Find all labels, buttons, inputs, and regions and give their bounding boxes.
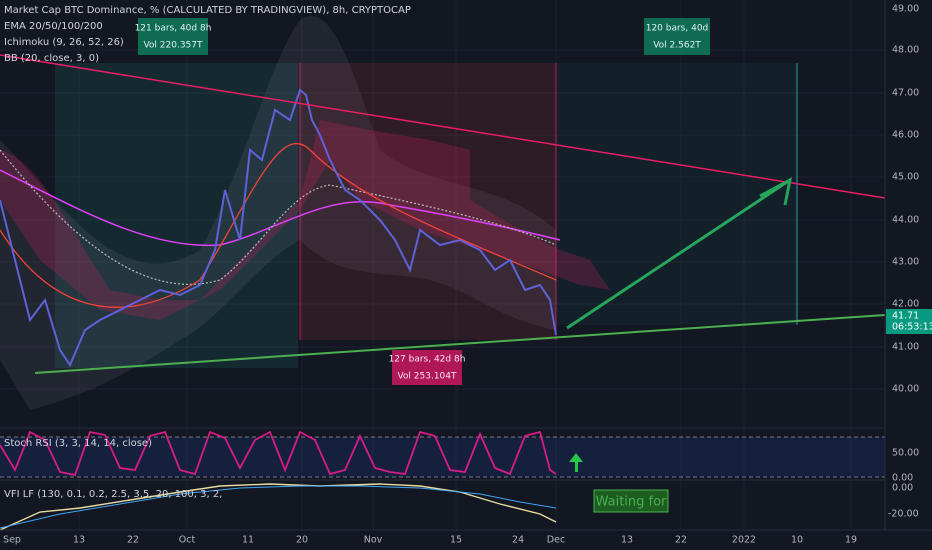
measure-box	[644, 18, 710, 55]
price-tick: 48.00	[892, 45, 919, 56]
ema-line	[0, 169, 561, 247]
date-tick: 15	[450, 535, 462, 546]
ema-line	[0, 142, 557, 308]
price-tick: 44.00	[892, 215, 919, 226]
date-tick: Oct	[179, 535, 196, 546]
date-tick: 19	[845, 535, 857, 546]
date-tick: 24	[512, 535, 524, 546]
date-tick: 13	[73, 535, 85, 546]
price-tick: 42.00	[892, 299, 919, 310]
countdown: 06:53:13	[892, 322, 932, 333]
date-tick: 13	[621, 535, 633, 546]
bollinger-band	[0, 16, 556, 411]
stoch-tick: 50.00	[892, 448, 919, 459]
measure-volume: Vol 220.357T	[143, 41, 203, 51]
vfi-line	[0, 483, 557, 531]
stoch-tick: 0.00	[892, 473, 913, 484]
measure-bars: 127 bars, 42d 8h	[389, 355, 466, 365]
range-region	[556, 63, 797, 325]
date-tick: Dec	[547, 535, 565, 546]
measure-box	[392, 350, 462, 385]
measure-volume: Vol 2.562T	[653, 41, 701, 51]
indicator-label: BB (20, close, 3, 0)	[4, 53, 99, 64]
price-axis	[885, 0, 932, 530]
indicator-label: Stoch RSI (3, 3, 14, 14, close)	[4, 438, 152, 449]
vfi-tick: -20.00	[888, 509, 919, 520]
note-box	[593, 489, 669, 513]
date-tick: 22	[675, 535, 687, 546]
price-badge	[886, 309, 932, 334]
measure-bars: 121 bars, 40d 8h	[135, 24, 212, 34]
measure-box	[138, 18, 208, 55]
indicator-label: VFI LF (130, 0.1, 0.2, 2.5, 3.5, 20, 100…	[4, 489, 222, 500]
price-tick: 47.00	[892, 88, 919, 99]
vfi-signal	[0, 485, 557, 529]
date-axis: Sep 13 22 Oct 11 20 Nov 15 24 Dec 13 22 …	[3, 535, 857, 546]
indicator-label: Ichimoku (9, 26, 52, 26)	[4, 37, 124, 48]
price-tick: 41.00	[892, 342, 919, 353]
price-tick: 49.00	[892, 4, 919, 15]
date-tick: 11	[242, 535, 254, 546]
date-tick: Nov	[364, 535, 383, 546]
date-tick: 22	[127, 535, 139, 546]
chart-title: Market Cap BTC Dominance, % (CALCULATED …	[4, 5, 411, 16]
price-tick: 45.00	[892, 172, 919, 183]
ichimoku-cloud	[0, 120, 610, 320]
range-region	[55, 63, 298, 368]
up-arrow	[569, 453, 583, 472]
trend-line	[34, 314, 886, 374]
indicator-label: EMA 20/50/100/200	[4, 21, 103, 32]
date-tick: 2022	[732, 535, 756, 546]
projection-arrow-head	[759, 177, 793, 206]
date-tick: 20	[296, 535, 308, 546]
measure-bars: 120 bars, 40d	[646, 24, 709, 34]
current-price: 41.71	[892, 311, 919, 322]
date-tick: Sep	[3, 535, 21, 546]
price-line	[0, 88, 557, 368]
ema-line	[0, 149, 557, 285]
range-region	[300, 63, 556, 340]
stoch-line	[0, 430, 557, 477]
measure-volume: Vol 253.104T	[397, 372, 457, 382]
price-tick: 43.00	[892, 257, 919, 268]
price-tick: 40.00	[892, 384, 919, 395]
vfi-tick: 0.00	[892, 483, 913, 494]
projection-arrow	[566, 178, 791, 330]
trend-line	[0, 54, 886, 199]
note-text: Waiting for	[596, 495, 667, 510]
date-tick: 10	[791, 535, 803, 546]
price-tick: 46.00	[892, 130, 919, 141]
